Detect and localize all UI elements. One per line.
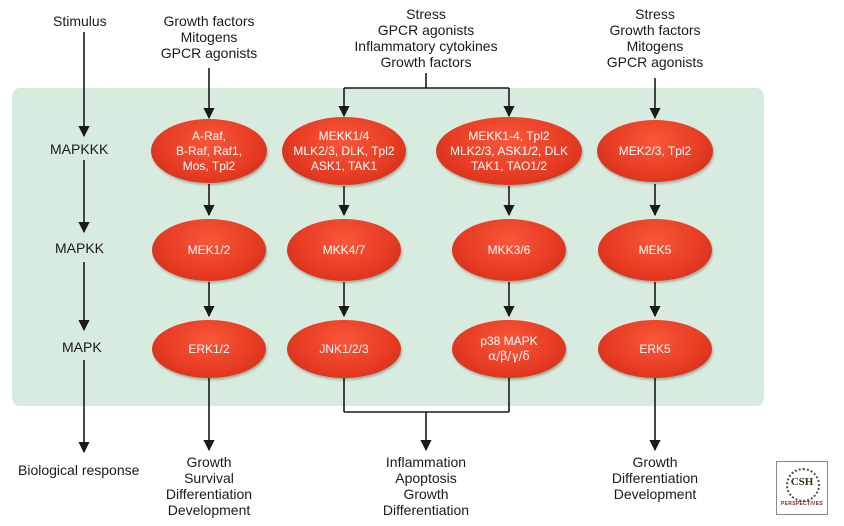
mapk-p38-isoforms: α/β/γ/δ (488, 349, 530, 363)
mapk-erk5-label: ERK5 (639, 341, 671, 356)
logo-perspectives-text: PERSPECTIVES (781, 501, 823, 507)
response-erk-line: Survival (184, 470, 234, 486)
stimulus-stress-shared: Stress GPCR agonists Inflammatory cytoki… (341, 6, 511, 70)
response-erk5-line: Development (613, 486, 697, 502)
mapkk-erk-label: MEK1/2 (187, 242, 231, 257)
stimulus-erk5-line: Mitogens (626, 38, 684, 54)
mapkkk-erk-line: Mos, Tpl2 (182, 158, 236, 173)
mapkkk-erk5-line: MEK2/3, Tpl2 (618, 143, 692, 158)
response-erk-line: Development (167, 502, 251, 518)
mapk-erk-label: ERK1/2 (188, 341, 230, 356)
stimulus-stress-line: Growth factors (380, 54, 472, 70)
row-label-mapk: MAPK (62, 339, 102, 355)
mapkkk-p38-line: MLK2/3, ASK1/2, DLK (449, 143, 569, 158)
stimulus-stress-line: Stress (406, 6, 446, 22)
stimulus-stress-line: GPCR agonists (377, 22, 475, 38)
mapkk-node-erk5: MEK5 (598, 219, 712, 281)
response-stress-shared: Inflammation Apoptosis Growth Differenti… (366, 454, 486, 518)
mapkkk-erk-line: B-Raf, Raf1, (175, 143, 243, 158)
mapkkk-jnk-line: MEKK1/4 (318, 128, 370, 143)
response-stress-line: Apoptosis (395, 470, 457, 486)
mapkkk-erk-line: A-Raf, (191, 128, 226, 143)
mapk-node-erk5: ERK5 (598, 320, 712, 378)
mapkkk-jnk-line: MLK2/3, DLK, Tpl2 (293, 143, 395, 158)
stimulus-stress-line: Inflammatory cytokines (354, 38, 498, 54)
mapkkk-node-erk: A-Raf, B-Raf, Raf1, Mos, Tpl2 (151, 119, 267, 183)
mapkkk-jnk-line: ASK1, TAK1 (310, 158, 378, 173)
mapkkk-node-p38: MEKK1-4, Tpl2 MLK2/3, ASK1/2, DLK TAK1, … (436, 117, 582, 185)
stimulus-erk-line: Growth factors (163, 13, 255, 29)
response-erk-line: Growth (186, 454, 232, 470)
row-label-mapkk: MAPKK (55, 240, 105, 256)
response-stress-line: Growth (403, 486, 449, 502)
response-stress-line: Inflammation (385, 454, 467, 470)
mapk-jnk-label: JNK1/2/3 (319, 341, 369, 356)
logo-csh-text: CSH (790, 476, 814, 488)
mapk-node-jnk: JNK1/2/3 (287, 320, 401, 378)
response-erk-line: Differentiation (165, 486, 253, 502)
row-label-mapkkk: MAPKKK (50, 141, 109, 157)
csh-perspectives-logo: CSH PERSPECTIVES (776, 461, 828, 515)
mapkkk-p38-line: MEKK1-4, Tpl2 (468, 128, 550, 143)
stimulus-erk5-line: GPCR agonists (606, 54, 704, 70)
mapkk-node-erk: MEK1/2 (152, 219, 266, 281)
row-label-stimulus: Stimulus (53, 13, 107, 29)
response-erk5-line: Growth (632, 454, 678, 470)
mapkkk-node-jnk: MEKK1/4 MLK2/3, DLK, Tpl2 ASK1, TAK1 (282, 117, 406, 185)
stimulus-erk5-line: Growth factors (609, 22, 701, 38)
stimulus-erk-line: GPCR agonists (160, 45, 258, 61)
mapkk-p38-label: MKK3/6 (487, 242, 531, 257)
mapkk-jnk-label: MKK4/7 (322, 242, 366, 257)
stimulus-erk5: Stress Growth factors Mitogens GPCR agon… (595, 6, 715, 70)
response-erk5-line: Differentiation (611, 470, 699, 486)
mapkk-node-p38: MKK3/6 (452, 219, 566, 281)
row-label-biological-response: Biological response (18, 462, 140, 478)
mapk-node-p38: p38 MAPK α/β/γ/δ (452, 320, 566, 378)
mapk-p38-label: p38 MAPK (480, 334, 538, 348)
logo-ring-icon (786, 468, 820, 502)
mapkk-node-jnk: MKK4/7 (287, 219, 401, 281)
response-stress-line: Differentiation (382, 502, 470, 518)
mapkkk-node-erk5: MEK2/3, Tpl2 (597, 120, 713, 182)
response-erk5: Growth Differentiation Development (595, 454, 715, 502)
mapk-node-erk: ERK1/2 (152, 320, 266, 378)
stimulus-erk: Growth factors Mitogens GPCR agonists (149, 13, 269, 61)
mapkk-erk5-label: MEK5 (638, 242, 672, 257)
stimulus-erk5-line: Stress (635, 6, 675, 22)
mapkkk-p38-line: TAK1, TAO1/2 (470, 158, 548, 173)
response-erk: Growth Survival Differentiation Developm… (149, 454, 269, 518)
stimulus-erk-line: Mitogens (180, 29, 238, 45)
